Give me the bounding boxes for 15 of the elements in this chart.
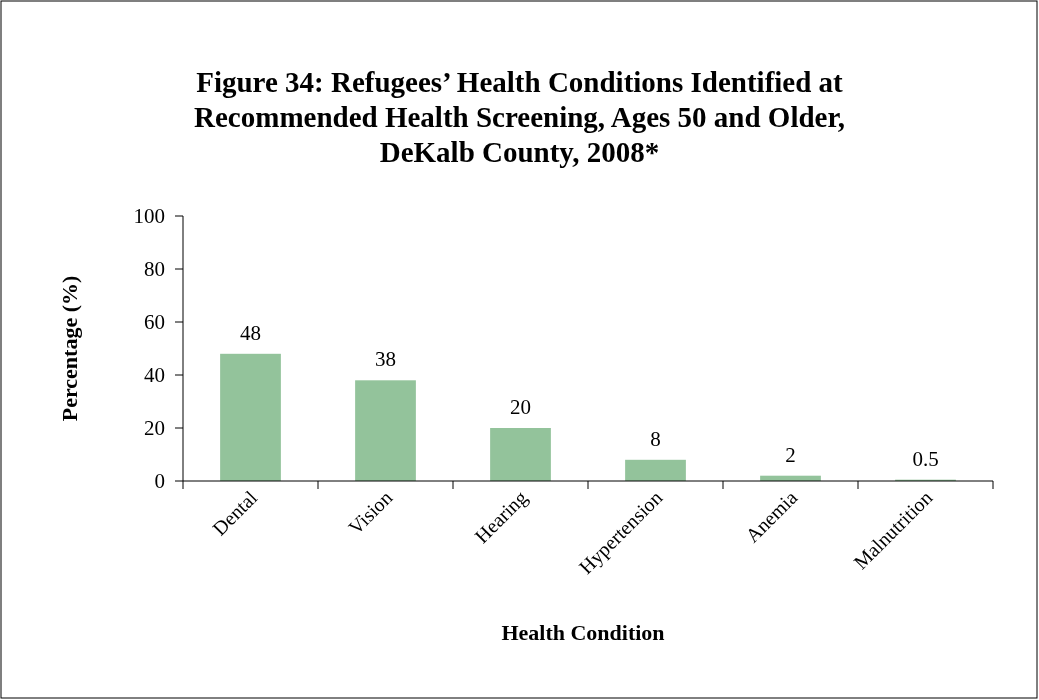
y-axis-title: Percentage (%) xyxy=(57,275,82,422)
data-label: 0.5 xyxy=(912,446,939,471)
y-tick-label: 100 xyxy=(133,204,165,228)
data-label: 38 xyxy=(375,347,396,372)
chart-title: Figure 34: Refugees’ Health Conditions Identified at Recommended Health Screening, Ages 50 and Older, DeKalb County, 2008* xyxy=(194,66,845,168)
data-label: 20 xyxy=(510,395,531,419)
data-label: 8 xyxy=(650,426,661,451)
y-tick-label: 0 xyxy=(154,469,165,493)
y-tick-label: 80 xyxy=(144,257,165,281)
data-label: 48 xyxy=(240,320,261,345)
x-axis-title: Health Condition xyxy=(501,620,665,645)
y-tick-label: 20 xyxy=(144,416,165,440)
y-tick-label: 60 xyxy=(144,310,165,334)
data-label: 2 xyxy=(785,442,796,467)
y-tick-label: 40 xyxy=(144,363,165,387)
